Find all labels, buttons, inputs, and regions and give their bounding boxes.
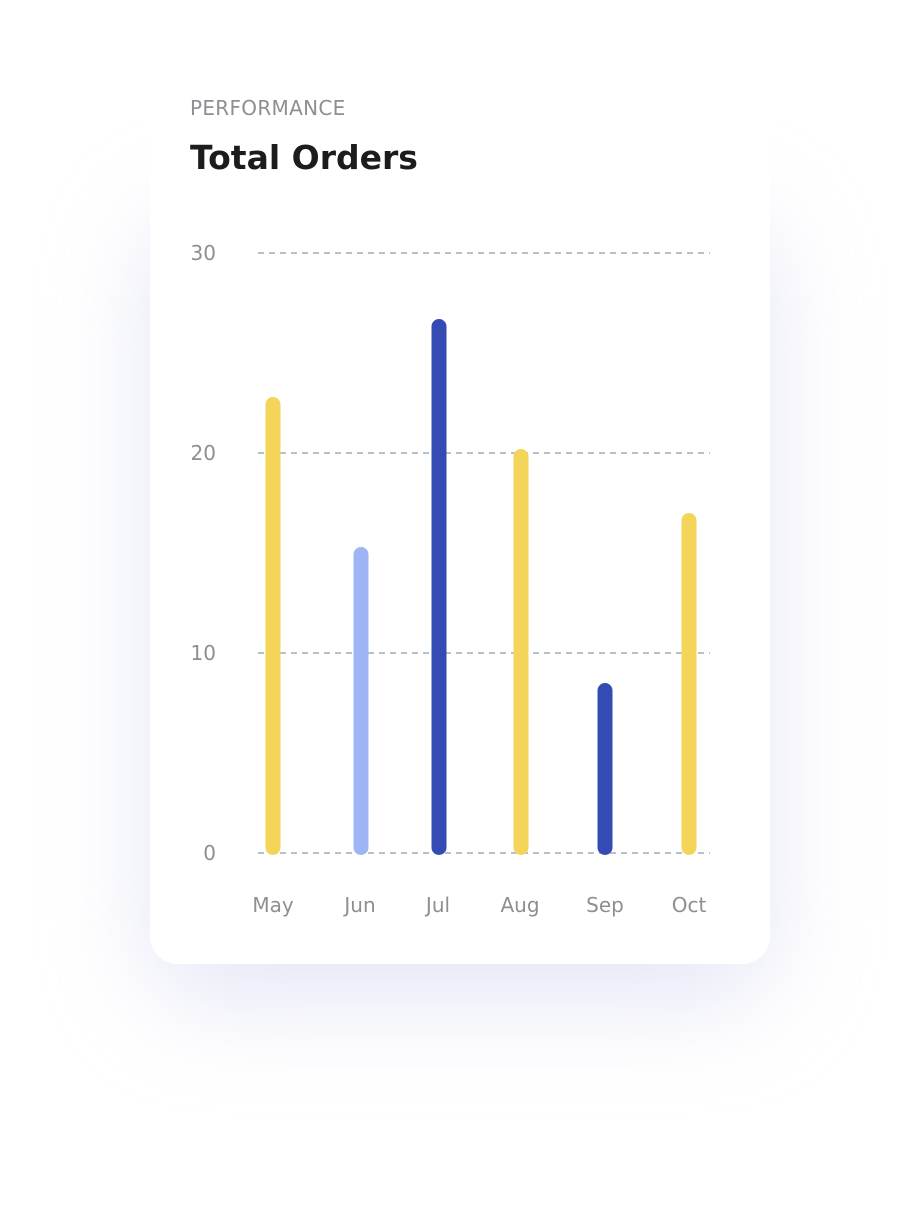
- card-eyebrow: PERFORMANCE: [190, 96, 346, 120]
- x-tick-label-jul: Jul: [424, 893, 450, 917]
- y-tick-label-0: 0: [203, 841, 216, 865]
- x-tick-label-oct: Oct: [672, 893, 707, 917]
- x-tick-label-sep: Sep: [586, 893, 624, 917]
- y-tick-label-10: 10: [191, 641, 216, 665]
- card-title: Total Orders: [190, 138, 418, 177]
- total-orders-card: PERFORMANCE Total Orders: [150, 20, 770, 964]
- y-tick-label-20: 20: [191, 441, 216, 465]
- x-tick-label-may: May: [252, 893, 294, 917]
- x-tick-label-aug: Aug: [500, 893, 539, 917]
- x-tick-label-jun: Jun: [342, 893, 375, 917]
- y-tick-label-30: 30: [191, 241, 216, 265]
